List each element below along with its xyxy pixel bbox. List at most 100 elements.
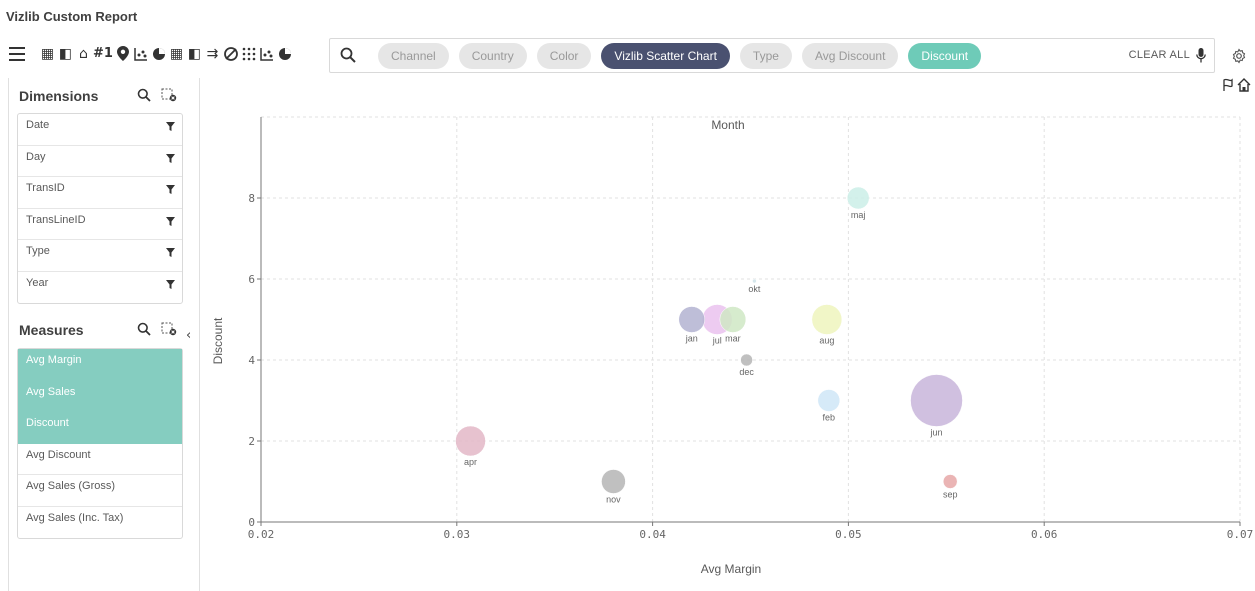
point-jan bbox=[678, 306, 706, 333]
pivot-icon[interactable]: ◧ bbox=[187, 45, 202, 62]
dimensions-list: Date Day TransID TransLineID Type Year bbox=[17, 113, 183, 304]
list-item[interactable]: Avg Margin bbox=[18, 349, 182, 381]
page-title: Vizlib Custom Report bbox=[6, 9, 138, 24]
point-label-sep: sep bbox=[943, 490, 958, 500]
microphone-icon[interactable] bbox=[1196, 48, 1206, 63]
fields-panel: Dimensions Date Day TransID TransLineID … bbox=[8, 78, 200, 591]
point-label-mar: mar bbox=[725, 334, 741, 344]
dimensions-search-icon[interactable] bbox=[137, 88, 151, 102]
dimensions-clear-selection-icon[interactable] bbox=[161, 88, 177, 102]
list-item[interactable]: Avg Discount bbox=[18, 444, 182, 475]
point-sep bbox=[942, 474, 958, 489]
x-tick-label: 0.06 bbox=[1031, 528, 1058, 541]
point-label-jul: jul bbox=[712, 336, 722, 346]
point-label-maj: maj bbox=[851, 210, 866, 220]
filter-icon[interactable] bbox=[166, 248, 175, 257]
point-dec bbox=[740, 353, 753, 367]
chip-avg-discount[interactable]: Avg Discount bbox=[801, 43, 899, 69]
kpi-icon[interactable]: #1 bbox=[93, 46, 113, 61]
filter-icon[interactable] bbox=[166, 153, 175, 163]
chip-channel[interactable]: Channel bbox=[378, 43, 449, 69]
point-label-aug: aug bbox=[819, 336, 834, 346]
point-label-okt: okt bbox=[748, 284, 761, 294]
list-item[interactable]: Date bbox=[18, 114, 182, 146]
chip-discount[interactable]: Discount bbox=[908, 43, 982, 69]
toolbar: ▦ ◧ ⌂ #1 ▦ ◧ ⇉ bbox=[0, 38, 1255, 74]
gear-icon[interactable] bbox=[1231, 48, 1247, 64]
chip-color[interactable]: Color bbox=[536, 43, 592, 69]
lasso-icon[interactable] bbox=[1221, 78, 1233, 92]
x-tick-label: 0.02 bbox=[248, 528, 275, 541]
point-label-apr: apr bbox=[464, 457, 477, 467]
y-axis-label: Discount bbox=[211, 317, 225, 364]
clear-all-button[interactable]: CLEAR ALL bbox=[1128, 49, 1190, 61]
smart-search-bar[interactable]: Channel Country Color Vizlib Scatter Cha… bbox=[329, 38, 1215, 73]
y-tick-label: 4 bbox=[248, 354, 255, 367]
point-okt bbox=[752, 278, 757, 284]
x-tick-label: 0.03 bbox=[444, 528, 471, 541]
list-item[interactable]: Year bbox=[18, 272, 182, 304]
list-item[interactable]: Day bbox=[18, 146, 182, 177]
chart-corner-icons bbox=[1221, 78, 1251, 92]
table-icon[interactable]: ▦ bbox=[40, 45, 55, 62]
x-axis-label: Avg Margin bbox=[701, 562, 761, 576]
dimensions-header: Dimensions bbox=[19, 88, 99, 104]
filter-icon[interactable] bbox=[166, 216, 175, 226]
point-label-dec: dec bbox=[739, 367, 754, 377]
point-nov bbox=[601, 469, 626, 494]
scatter-chart: 0.02 0.03 0.04 0.05 0.06 0.07 0 2 4 6 8 Month Avg Ma… bbox=[200, 78, 1255, 591]
map-pin-icon[interactable] bbox=[115, 45, 130, 62]
list-item[interactable]: Avg Sales (Inc. Tax) bbox=[26, 511, 124, 524]
point-feb bbox=[817, 389, 841, 412]
scatter-icon[interactable] bbox=[259, 45, 274, 62]
point-label-nov: nov bbox=[606, 495, 621, 505]
hamburger-icon[interactable] bbox=[9, 47, 25, 61]
point-label-jun: jun bbox=[930, 428, 943, 438]
pie-icon[interactable] bbox=[277, 45, 292, 62]
filter-icon[interactable] bbox=[166, 185, 175, 194]
heatmap-icon[interactable] bbox=[241, 45, 256, 62]
pie-icon[interactable] bbox=[151, 45, 166, 62]
chip-overflow-mask bbox=[982, 39, 1132, 72]
x-tick-label: 0.04 bbox=[639, 528, 666, 541]
sankey-icon[interactable]: ⇉ bbox=[206, 45, 219, 62]
measures-search-icon[interactable] bbox=[137, 322, 151, 336]
list-item[interactable]: TransLineID bbox=[18, 209, 182, 240]
point-jun bbox=[910, 374, 963, 427]
point-label-jan: jan bbox=[685, 334, 698, 344]
chip-country[interactable]: Country bbox=[458, 43, 527, 69]
list-item[interactable]: Avg Sales (Gross) bbox=[18, 475, 182, 507]
filter-icon[interactable] bbox=[166, 122, 175, 131]
scatter-chart-svg: 0.02 0.03 0.04 0.05 0.06 0.07 0 2 4 6 8 Month Avg Ma… bbox=[211, 116, 1253, 576]
pivot-icon[interactable]: ◧ bbox=[58, 45, 73, 62]
list-item[interactable]: TransID bbox=[18, 177, 182, 209]
list-item[interactable]: Discount bbox=[18, 412, 182, 444]
list-item[interactable]: Avg Sales bbox=[18, 380, 182, 412]
scatter-icon[interactable] bbox=[133, 45, 148, 62]
point-maj bbox=[846, 186, 870, 210]
chip-vizlib-scatter-chart[interactable]: Vizlib Scatter Chart bbox=[601, 43, 730, 69]
search-icon[interactable] bbox=[340, 47, 356, 63]
network-icon[interactable] bbox=[223, 45, 238, 62]
measures-clear-selection-icon[interactable] bbox=[161, 322, 177, 336]
filter-icon[interactable] bbox=[166, 279, 175, 289]
search-chips: Channel Country Color Vizlib Scatter Cha… bbox=[378, 43, 1000, 69]
measures-header: Measures bbox=[19, 322, 84, 338]
y-tick-label: 8 bbox=[248, 192, 255, 205]
chart-type-icons: ▦ ◧ ⌂ #1 ▦ ◧ ⇉ bbox=[40, 45, 292, 62]
y-tick-label: 0 bbox=[248, 516, 255, 529]
home-icon[interactable] bbox=[1237, 78, 1251, 92]
collapse-panel-icon[interactable]: ‹ bbox=[186, 328, 192, 343]
list-item[interactable]: Type bbox=[18, 240, 182, 272]
y-tick-label: 2 bbox=[248, 435, 255, 448]
chip-type[interactable]: Type bbox=[739, 43, 792, 69]
point-label-feb: feb bbox=[823, 413, 836, 423]
point-apr bbox=[455, 425, 486, 457]
x-tick-label: 0.05 bbox=[835, 528, 862, 541]
combo-icon[interactable]: ⌂ bbox=[79, 45, 88, 62]
measures-list: Avg Margin Avg Sales Discount Avg Discou… bbox=[17, 348, 183, 539]
point-mar bbox=[719, 306, 747, 333]
chart-title: Month bbox=[711, 118, 744, 132]
table-icon[interactable]: ▦ bbox=[169, 45, 184, 62]
